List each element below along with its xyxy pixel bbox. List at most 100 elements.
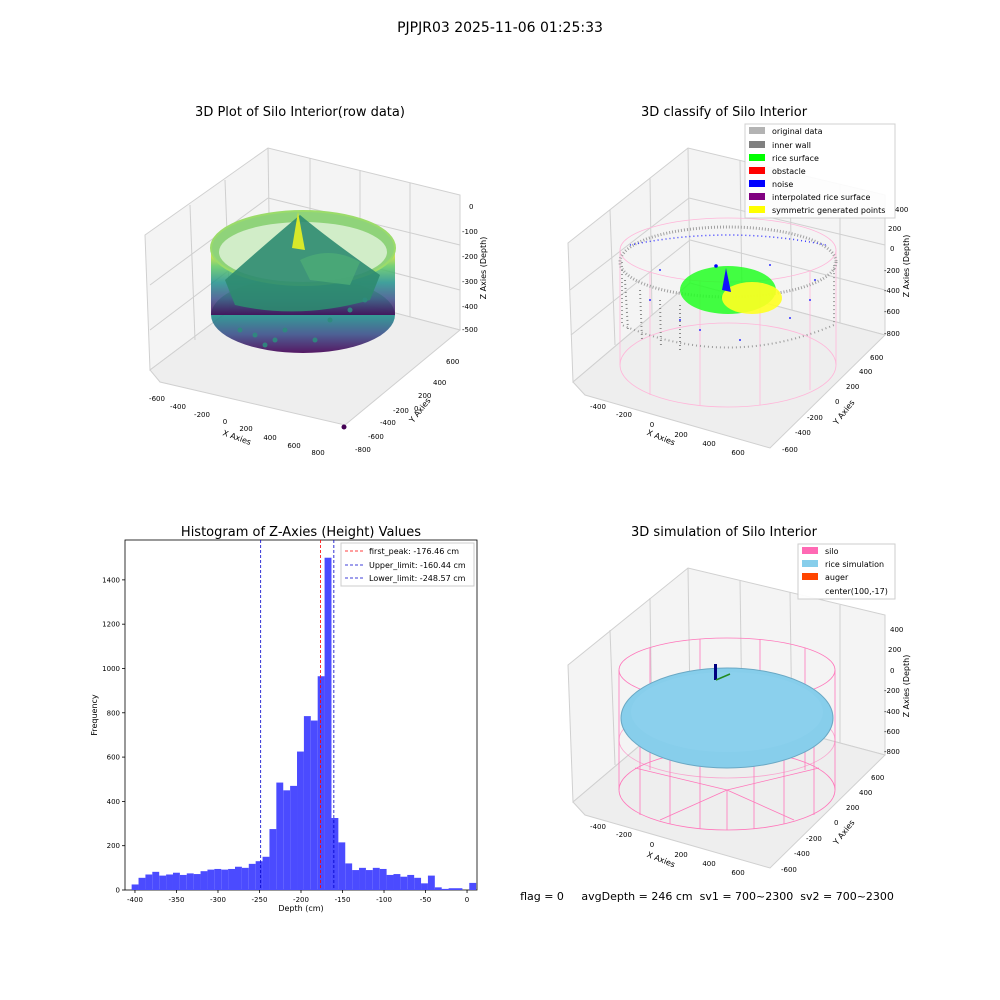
simulation-ytick: 600 <box>871 774 884 782</box>
simulation-ztick: -200 <box>884 687 900 695</box>
classify-ztick: -800 <box>884 330 900 338</box>
hist-bar <box>290 785 298 890</box>
hist-bar <box>200 871 208 890</box>
hist-bar <box>303 716 311 890</box>
classify-z-ticks: 400 200 0 -200 -400 -600 -800 <box>884 206 908 338</box>
classify-y-ticks: 600 400 200 0 -200 -400 -600 <box>782 354 883 454</box>
simulation-rice-surface <box>620 667 834 769</box>
raw-ytick: -200 <box>393 407 409 415</box>
hist-bar <box>269 829 277 890</box>
hist-bar <box>283 790 291 890</box>
simulation-ytick: -400 <box>794 850 810 858</box>
panel-histogram: Histogram of Z-Axies (Height) Values -40… <box>90 525 478 913</box>
raw-xtick: 400 <box>263 434 276 442</box>
hist-xtick-label: -200 <box>293 896 309 904</box>
hist-bar <box>166 874 173 890</box>
hist-bar <box>359 867 366 890</box>
legend-swatch-inner-wall <box>749 141 765 148</box>
legend-label: interpolated rice surface <box>772 193 870 202</box>
simulation-auger <box>714 664 731 681</box>
simulation-ztick: -400 <box>884 708 900 716</box>
classify-xtick: 400 <box>702 440 715 448</box>
hist-ytick-label: 800 <box>107 709 120 717</box>
hist-xtick-label: -400 <box>127 896 143 904</box>
raw-xtick: -200 <box>194 411 210 419</box>
hist-bar <box>448 888 456 890</box>
classify-ytick: 600 <box>870 354 883 362</box>
classify-inner-wall <box>618 225 838 352</box>
hist-bar <box>379 868 387 890</box>
hist-bar <box>421 883 428 890</box>
legend-swatch-rice-surface <box>749 154 765 161</box>
simulation-xlabel: X Axies <box>646 850 677 869</box>
hist-xtick-label: -100 <box>376 896 392 904</box>
hist-bars <box>131 557 477 890</box>
raw-xtick: -600 <box>149 395 165 403</box>
hist-bar <box>338 842 346 890</box>
raw-ytick: 400 <box>433 379 446 387</box>
simulation-x-ticks: -400 -200 0 200 400 600 <box>590 823 745 877</box>
legend-label: inner wall <box>772 141 811 150</box>
simulation-z-ticks: 400 200 0 -200 -400 -600 -800 <box>884 626 903 756</box>
hist-bar <box>131 884 139 890</box>
hist-bar <box>214 868 222 890</box>
hist-bar <box>159 875 167 890</box>
simulation-ytick: 400 <box>859 789 872 797</box>
simulation-ytick: -600 <box>781 866 797 874</box>
simulation-xtick: 400 <box>702 860 715 868</box>
raw-ztick: -100 <box>462 228 478 236</box>
simulation-legend: silo rice simulation auger center(100,-1… <box>797 543 896 600</box>
hist-xtick-label: -350 <box>169 896 185 904</box>
simulation-ytick: 0 <box>834 819 838 827</box>
hist-ytick-label: 600 <box>107 754 120 762</box>
hist-bar <box>235 866 242 890</box>
hist-xtick-label: -50 <box>420 896 431 904</box>
hist-bar <box>193 874 201 890</box>
raw-ytick: 600 <box>446 358 459 366</box>
raw-xtick: 200 <box>239 425 252 433</box>
legend-label: Upper_limit: -160.44 cm <box>369 561 466 570</box>
panel-simulation: 3D simulation of Silo Interior <box>567 525 911 877</box>
hist-bar <box>317 676 325 890</box>
hist-ytick-label: 200 <box>107 842 120 850</box>
simulation-ztick: -600 <box>884 728 900 736</box>
classify-ztick: -400 <box>884 287 900 295</box>
simulation-y-ticks: 600 400 200 0 -200 -400 -600 <box>781 774 884 874</box>
classify-xlabel: X Axies <box>646 428 677 447</box>
raw-z-ticks: 0 -100 -200 -300 -400 -500 <box>462 203 478 334</box>
raw-zlabel: Z Axies (Depth) <box>479 237 488 300</box>
classify-x-ticks: -400 -200 0 200 400 600 <box>590 403 745 457</box>
hist-vlines <box>260 540 335 890</box>
hist-ytick-label: 400 <box>107 798 120 806</box>
classify-xtick: 600 <box>731 449 744 457</box>
simulation-xtick: -400 <box>590 823 606 831</box>
hist-ytick-label: 1000 <box>102 665 120 673</box>
hist-bar <box>434 887 442 890</box>
hist-legend: first_peak: -176.46 cm Upper_limit: -160… <box>340 542 475 587</box>
hist-xtick-label: -250 <box>252 896 268 904</box>
classify-xtick: -400 <box>590 403 606 411</box>
raw-y-ticks: 600 400 200 0 -200 -400 -600 -800 <box>355 358 459 454</box>
hist-bar <box>241 867 249 890</box>
classify-ztick: -600 <box>884 308 900 316</box>
hist-bar <box>441 888 449 890</box>
raw-ylabel: Y Axies <box>407 396 433 425</box>
classify-ytick: -400 <box>795 429 811 437</box>
hist-bar <box>138 877 146 890</box>
simulation-xtick: 600 <box>731 869 744 877</box>
hist-xtick-label: 0 <box>465 896 469 904</box>
legend-swatch-auger <box>802 573 818 580</box>
classify-ytick: 0 <box>835 398 839 406</box>
hist-xtick-label: -300 <box>210 896 226 904</box>
panel-classify: 3D classify of Silo Interior <box>567 105 911 457</box>
legend-label: first_peak: -176.46 cm <box>369 547 459 556</box>
hist-bar <box>469 882 477 890</box>
legend-swatch-interpolated <box>749 193 765 200</box>
hist-xlabel: Depth (cm) <box>278 904 323 913</box>
hist-bar <box>365 870 373 890</box>
hist-bar <box>345 863 353 890</box>
hist-bar <box>276 782 284 890</box>
classify-ztick: 400 <box>895 206 908 214</box>
hist-bar <box>407 874 415 890</box>
